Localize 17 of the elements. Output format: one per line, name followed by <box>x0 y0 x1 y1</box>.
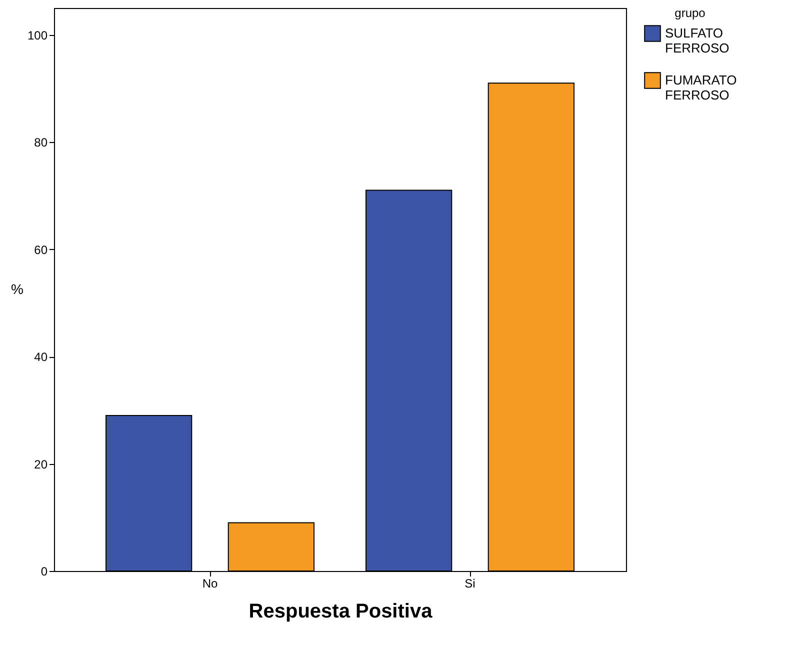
bar <box>106 415 192 572</box>
x-axis-title: Respuesta Positiva <box>248 600 434 622</box>
y-axis-title: % <box>11 281 24 297</box>
legend-label: FUMARATO FERROSO <box>665 72 737 102</box>
legend-title: grupo <box>674 6 706 20</box>
y-tick-label: 60 <box>34 242 48 257</box>
bar <box>228 522 314 572</box>
bar <box>488 82 574 572</box>
y-tick-label: 80 <box>34 136 48 150</box>
y-tick-label: 20 <box>34 457 48 472</box>
y-tick-label: 100 <box>27 28 48 42</box>
y-tick-label: 0 <box>40 564 48 578</box>
bar <box>366 190 452 572</box>
y-tick-label: 40 <box>34 350 48 364</box>
x-tick-label: No <box>202 576 218 590</box>
x-tick-label: Si <box>464 576 476 590</box>
legend-label: SULFATO FERROSO <box>665 26 730 56</box>
